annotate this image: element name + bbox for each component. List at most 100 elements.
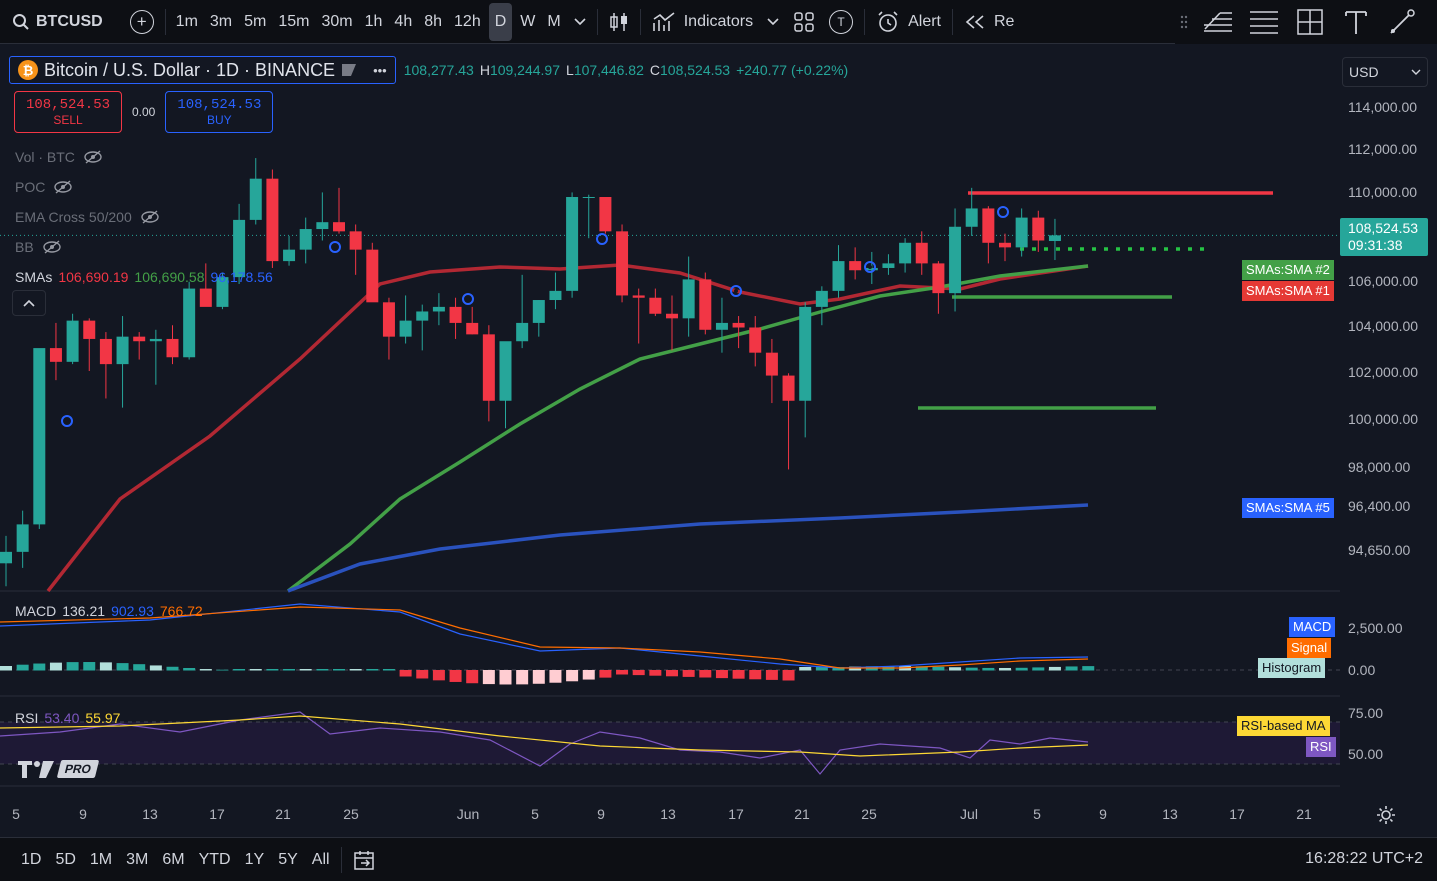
candle-body [732, 322, 745, 328]
macd-histogram-bar [333, 669, 345, 671]
macd-histogram-bar [765, 670, 778, 680]
fib-icon[interactable] [1243, 0, 1285, 44]
settings-gear-icon[interactable] [1375, 804, 1397, 826]
signal-line [0, 606, 1089, 669]
timeframe-1m[interactable]: 1m [175, 12, 198, 30]
candle-body [932, 263, 945, 294]
divider [639, 8, 641, 35]
eye-off-icon[interactable] [83, 150, 103, 164]
smas-label: SMAs [15, 269, 53, 285]
layouts-button[interactable] [786, 0, 822, 44]
t-button[interactable]: T [822, 0, 860, 44]
range-all[interactable]: All [311, 850, 330, 868]
indicator-poc[interactable]: POC [15, 172, 273, 202]
indicator-bb[interactable]: BB [15, 232, 273, 262]
macd-histogram-bar [416, 670, 429, 679]
more-icon[interactable]: ••• [373, 62, 387, 78]
macd-histogram-bar [632, 670, 645, 676]
chart-area[interactable]: ₿ Bitcoin / U.S. Dollar · 1D · BINANCE •… [0, 44, 1437, 837]
sell-button[interactable]: 108,524.53 SELL [14, 91, 122, 133]
chart-type-button[interactable] [602, 0, 636, 44]
timeframe-30m[interactable]: 30m [321, 12, 353, 30]
timeframe-d[interactable]: D [488, 2, 513, 41]
macd-histogram-bar [666, 670, 678, 677]
range-1m[interactable]: 1M [89, 850, 113, 868]
range-5d[interactable]: 5D [55, 850, 76, 868]
range-1d[interactable]: 1D [21, 850, 42, 868]
text-tool-icon[interactable] [1335, 0, 1377, 44]
range-6m[interactable]: 6M [162, 850, 185, 868]
time-axis-label: 17 [728, 806, 744, 822]
timeframe-1h[interactable]: 1h [364, 12, 383, 30]
macd-histogram-bar [1048, 666, 1061, 671]
indicator-vol-label: Vol · BTC [15, 149, 75, 165]
macd-legend[interactable]: MACD 136.21 902.93 766.72 [15, 603, 203, 619]
timeframe-3m[interactable]: 3m [209, 12, 233, 30]
macd-histogram-bar [982, 667, 995, 671]
timeframe-12h[interactable]: 12h [454, 12, 481, 30]
range-5y[interactable]: 5Y [278, 850, 298, 868]
replay-button[interactable]: Re [957, 0, 1021, 44]
trend-lines-icon[interactable] [1197, 0, 1239, 44]
brush-icon[interactable] [1381, 0, 1423, 44]
drag-handle-icon[interactable] [1175, 0, 1193, 44]
high-label: H [479, 62, 490, 78]
timeframe-4h[interactable]: 4h [394, 12, 413, 30]
candle-body [749, 327, 762, 353]
macd-histogram-bar [299, 669, 312, 671]
symbol-legend[interactable]: ₿ Bitcoin / U.S. Dollar · 1D · BINANCE •… [9, 56, 396, 84]
alert-button[interactable]: Alert [869, 0, 948, 44]
rsi-axis-label: 50.00 [1348, 746, 1384, 762]
candle-body [482, 334, 495, 401]
timeframe-m[interactable]: M [547, 12, 561, 30]
measure-icon[interactable] [1289, 0, 1331, 44]
timeframe-8h[interactable]: 8h [424, 12, 443, 30]
date-range-button[interactable] [346, 838, 384, 881]
chart-canvas[interactable] [0, 44, 1340, 837]
macd-histogram-bar [732, 670, 745, 679]
collapse-legend-button[interactable] [12, 290, 46, 316]
macd-histogram-bar [999, 667, 1011, 671]
macd-histogram-bar [99, 662, 112, 671]
range-1y[interactable]: 1Y [244, 850, 265, 868]
candle-body [865, 267, 878, 271]
indicator-smas[interactable]: SMAs 106,690.19 106,690.58 96,178.56 [15, 262, 273, 292]
templates-dropdown[interactable] [760, 0, 786, 44]
compare-button[interactable]: + [123, 0, 161, 44]
t-icon: T [829, 9, 854, 34]
currency-select[interactable]: USD [1342, 57, 1428, 87]
candle-body [133, 336, 146, 342]
sma1-value: 106,690.19 [58, 269, 129, 285]
indicator-vol[interactable]: Vol · BTC [15, 142, 273, 172]
indicators-button[interactable]: Indicators [645, 0, 760, 44]
timeframe-dropdown[interactable] [567, 0, 593, 44]
drawing-tools [1175, 0, 1437, 44]
timeframe-w[interactable]: W [520, 12, 536, 30]
range-3m[interactable]: 3M [126, 850, 149, 868]
macd-histogram-bar [532, 670, 545, 684]
buy-button[interactable]: 108,524.53 BUY [165, 91, 274, 133]
pro-badge: PRO [56, 760, 100, 778]
timeframe-5m[interactable]: 5m [244, 12, 267, 30]
eye-off-icon[interactable] [53, 180, 73, 194]
candle-countdown: 09:31:38 [1348, 237, 1403, 253]
candle-body [1032, 217, 1045, 241]
range-ytd[interactable]: YTD [198, 850, 231, 868]
symbol-search[interactable]: BTCUSD [0, 0, 123, 44]
eye-off-icon[interactable] [42, 240, 62, 254]
rsi-ma-tag: RSI-based MA [1237, 716, 1330, 736]
price-axis[interactable] [1340, 44, 1437, 837]
indicator-ema-cross[interactable]: EMA Cross 50/200 [15, 202, 273, 232]
rsi-legend[interactable]: RSI 53.40 55.97 [15, 710, 120, 726]
sell-label: SELL [53, 113, 83, 127]
timeframe-15m[interactable]: 15m [278, 12, 310, 30]
tradingview-logo[interactable]: PRO [17, 759, 100, 779]
eye-off-icon[interactable] [140, 210, 160, 224]
price-axis-label: 102,000.00 [1348, 364, 1419, 380]
clock-timezone[interactable]: 16:28:22 UTC+2 [1305, 850, 1423, 867]
candle-body [1048, 235, 1061, 242]
macd-axis-label: 2,500.00 [1348, 620, 1403, 636]
macd-histogram-bar [1065, 666, 1078, 671]
candle-body [283, 249, 296, 262]
flag-icon[interactable] [341, 63, 357, 77]
